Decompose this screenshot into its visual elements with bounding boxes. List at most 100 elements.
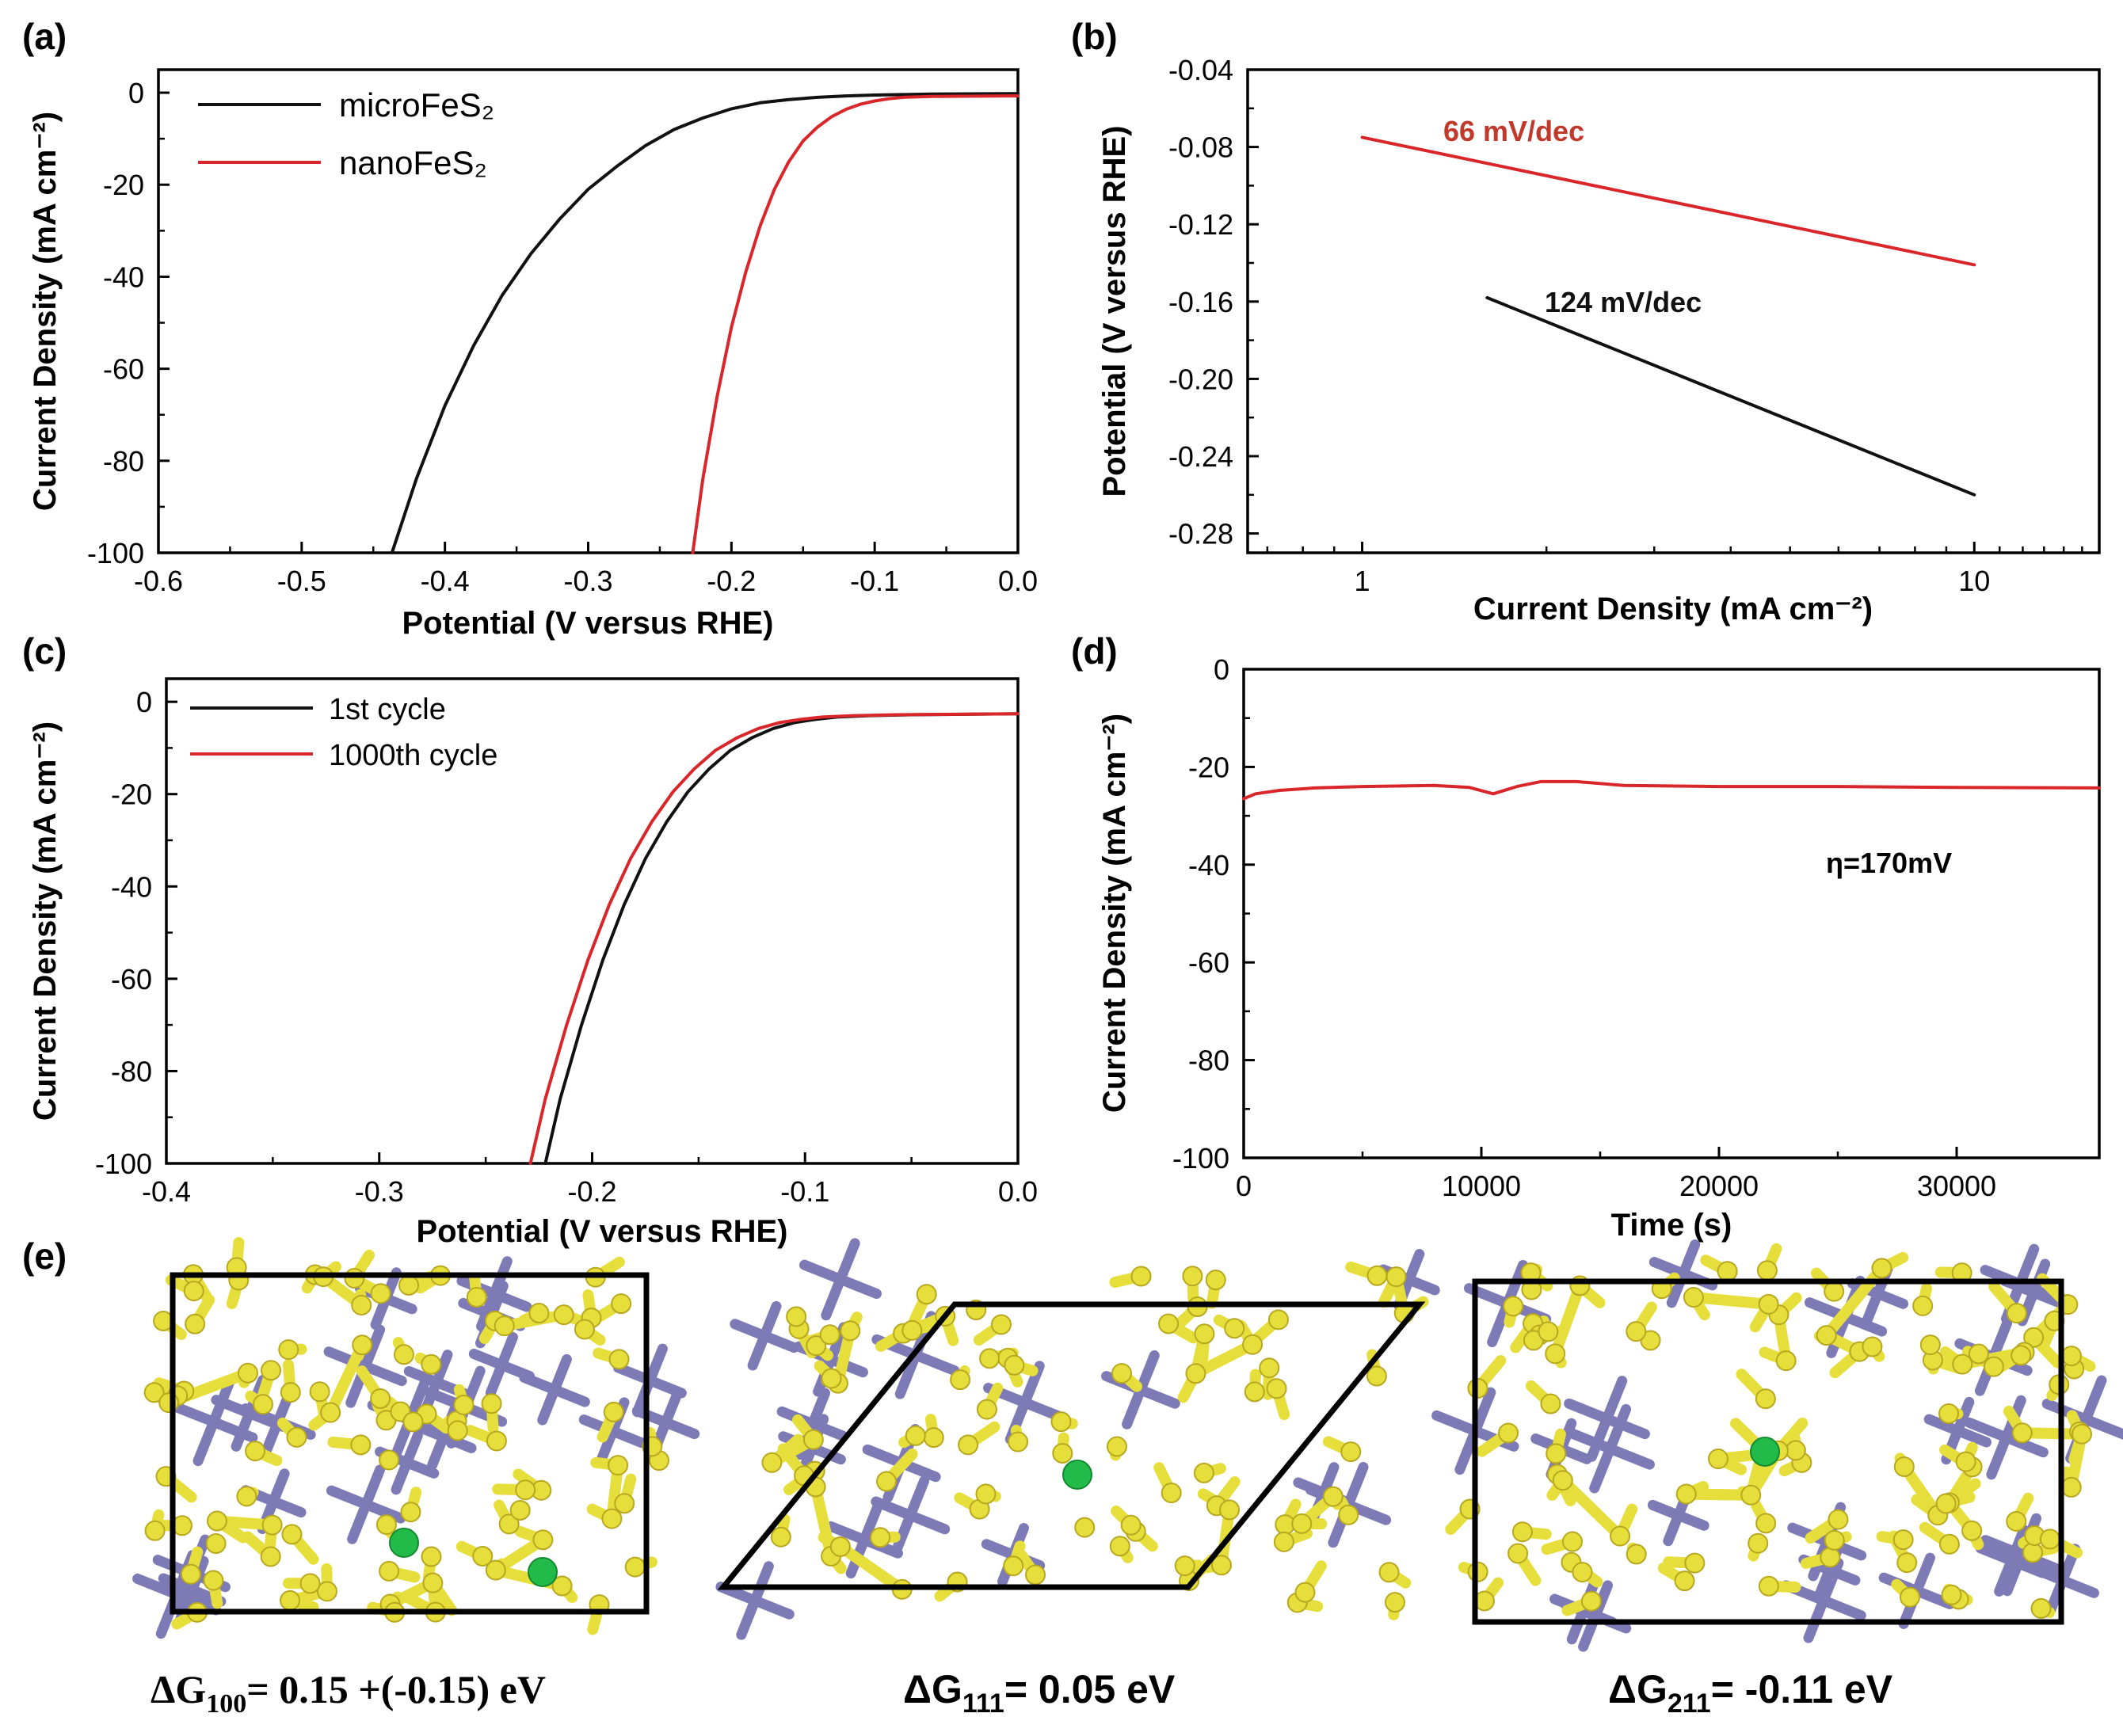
s-atom [1210,1555,1232,1576]
s-atom [1507,1543,1529,1564]
fe-bond [631,1343,668,1418]
s-atom [1004,1354,1025,1376]
caption-111: ΔG111= 0.05 eV [903,1667,1176,1719]
s-atom [370,1388,391,1409]
x-tick-label-c: -0.4 [142,1175,191,1208]
s-atom [901,1319,923,1341]
s-atom [950,1369,971,1391]
s-atom [351,1294,372,1315]
s-atom [1538,1321,1559,1342]
y-tick-label-c: -60 [111,963,152,996]
x-tick-label-a: -0.3 [563,565,612,597]
fe-bond [821,1238,860,1321]
s-atom [1684,1552,1706,1574]
s-atom [1074,1517,1096,1538]
s-atom [260,1546,281,1567]
s-atom [205,1533,227,1555]
s-atom [1820,1547,1841,1568]
x-tick-label-d: 20000 [1679,1170,1759,1202]
s-atom [1244,1381,1265,1403]
s-atom [761,1452,783,1473]
s-atom [1193,1462,1214,1483]
panel-label-c: (c) [22,630,67,672]
plot-frame-d [1242,668,2101,1159]
s-atom [1758,1293,1779,1315]
s-atom [1674,1570,1695,1592]
series-line-d-0 [1242,779,2101,801]
s-atom [379,1449,400,1471]
s-atom [237,1362,258,1384]
y-tick-label-c: 0 [136,686,152,718]
s-atom [1717,1261,1738,1282]
s-atom [976,1399,997,1420]
s-atom [1824,1281,1845,1302]
caption-100-value: = 0.15 +(-0.15) eV [246,1667,546,1711]
y-tick-label-d: -80 [1188,1045,1229,1077]
s-atom [1366,1365,1387,1387]
chart-d: 0 10000 20000 30000 0 -20 -40 -60 -80 -100 η=170m… [1097,653,2101,1243]
legend-label-microFeS2: microFeS₂ [339,86,494,124]
s-atom [1816,1325,1837,1346]
s-atom [1892,1529,1914,1551]
y-tick-label-a: -80 [103,445,144,478]
y-tick-label-a: -100 [87,537,144,569]
s-atom [786,1306,807,1327]
s-atom [819,1324,840,1346]
caption-111-value: = 0.05 eV [1004,1667,1176,1711]
s-atom [1294,1582,1316,1603]
s-atom [1572,1562,1593,1583]
s-atom [1580,1590,1602,1612]
s-atom [453,1394,475,1415]
s-atom [2011,1345,2032,1366]
s-atom [1003,1555,1024,1577]
s-atom [1259,1357,1280,1379]
y-tick-label-b: -0.12 [1168,208,1233,241]
plot-frame-b [1246,68,2101,554]
s-atom [421,1353,442,1375]
s-atom [1242,1334,1264,1355]
s-atom [422,1572,444,1593]
y-tick-label-b: -0.28 [1168,518,1233,550]
caption-111-subscript: 111 [962,1688,1004,1719]
s-atom [1755,1513,1777,1534]
s-atom [958,1434,979,1456]
lattice-211-image [1431,1239,2123,1652]
s-atom [975,1483,997,1505]
s-atom [553,1304,574,1326]
fe-bond [537,1353,572,1426]
s-atom [528,1303,550,1324]
legend-c: 1st cycle 1000th cycle [190,693,497,772]
chart-a: -0.6 -0.5 -0.4 -0.3 -0.2 -0.1 0.0 0 -20 -40 -60 -80… [28,68,1038,641]
series-line-c-1 [528,712,1020,1165]
caption-211-subscript: 211 [1668,1688,1711,1719]
s-atom [1161,1483,1182,1504]
s-atom [398,1274,420,1296]
s-atom [1378,1562,1400,1583]
s-atom [603,1401,624,1422]
x-tick-label-a: 0.0 [998,565,1038,597]
s-atom [923,1427,944,1449]
s-atom [990,1314,1012,1335]
s-bond [1687,1292,1774,1310]
fe-bond [747,1300,782,1371]
s-atom [1955,1451,1976,1472]
s-atom [1899,1586,1920,1608]
x-tick-label-d: 10000 [1442,1170,1521,1202]
fe-bond [420,1350,453,1415]
y-tick-label-d: 0 [1214,653,1229,686]
s-atom [1740,1484,1762,1506]
y-tick-label-d: -20 [1188,751,1229,783]
structure-100: ΔG100= 0.15 +(-0.15) eV [132,1237,700,1719]
s-atom [1683,1287,1704,1308]
panel-label-b: (b) [1071,16,1118,57]
fe-bond [347,1464,386,1544]
lattice-111-image [715,1238,1440,1640]
s-atom [316,1581,337,1602]
s-atom [2030,1597,2052,1619]
s-atom [1546,1443,1567,1464]
x-tick-label-b: 1 [1355,565,1370,597]
s-atom [905,1425,926,1446]
s-atom [1707,1449,1729,1470]
legend-a: microFeS₂ nanoFeS₂ [198,86,494,181]
cell-outline-111 [717,1301,1426,1590]
